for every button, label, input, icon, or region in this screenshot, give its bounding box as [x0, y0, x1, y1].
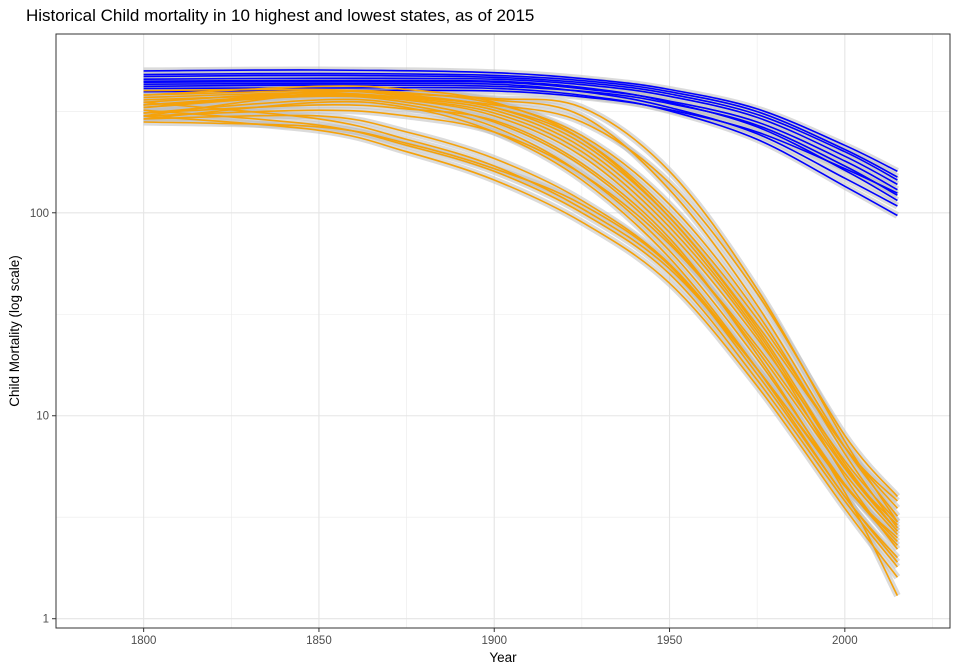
y-tick-label: 1 [43, 614, 49, 626]
series-line-lowest-9 [143, 109, 899, 568]
series-line-highest-4 [143, 80, 898, 191]
series-line-lowest-18 [143, 85, 899, 532]
series-line-lowest-3 [143, 95, 899, 536]
x-tick-label: 1900 [481, 635, 507, 647]
x-tick-label: 2000 [832, 635, 858, 647]
series-line-highest-3 [143, 77, 898, 186]
series-line-lowest-5 [143, 100, 899, 559]
y-axis-title: Child Mortality (log scale) [7, 255, 22, 407]
series-line-highest-6 [143, 84, 898, 196]
series-lines [143, 69, 899, 596]
x-tick-label: 1850 [306, 635, 332, 647]
series-line-lowest-17 [143, 93, 898, 526]
series-line-highest-7 [143, 79, 898, 202]
series-line-lowest-1 [143, 88, 899, 509]
chart-title: Historical Child mortality in 10 highest… [26, 6, 535, 25]
axes: 1800 1850 1900 1950 2000 1 10 100 [30, 208, 858, 647]
series-line-lowest-16 [143, 90, 899, 523]
x-tick-label: 1950 [657, 635, 683, 647]
series-line-lowest-20 [143, 114, 898, 543]
series-line-lowest-8 [143, 115, 899, 578]
x-axis-title: Year [489, 650, 517, 665]
series-line-highest-9 [143, 86, 898, 217]
series-line-lowest-13 [143, 121, 899, 563]
y-tick-label: 10 [36, 411, 49, 423]
plot-border [55, 33, 951, 629]
series-line-highest-5 [143, 74, 898, 181]
series-line-highest-1 [143, 69, 898, 173]
series-line-highest-2 [143, 72, 898, 178]
series-line-lowest-12 [143, 109, 899, 532]
y-tick-label: 100 [30, 208, 49, 220]
series-line-highest-8 [143, 82, 898, 207]
x-tick-label: 1800 [131, 635, 157, 647]
